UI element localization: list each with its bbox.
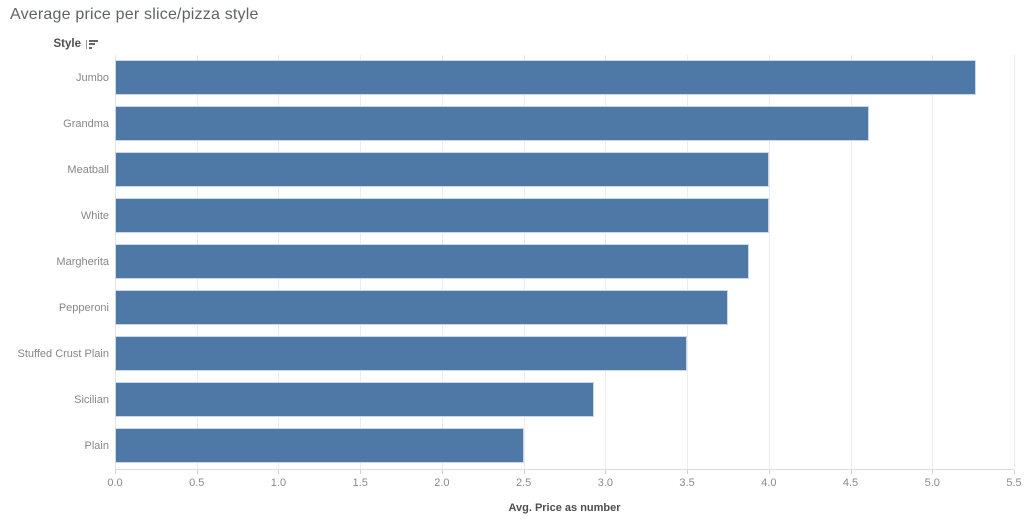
bar-row — [115, 377, 1014, 423]
tick-mark — [1014, 470, 1015, 474]
sort-icon-axis — [86, 39, 87, 49]
chart-title: Average price per slice/pizza style — [10, 6, 259, 23]
tick-mark — [115, 470, 116, 474]
bar-mark-jumbo[interactable] — [115, 60, 977, 95]
tick-label-0.5: 0.5 — [189, 477, 205, 489]
tick-mark — [850, 470, 852, 474]
row-field-header[interactable]: Style — [0, 36, 98, 52]
bar-mark-sicilian[interactable] — [115, 382, 594, 417]
tick-label-1.5: 1.5 — [352, 477, 368, 489]
sort-icon-bar — [89, 39, 98, 42]
sort-icon-bar — [89, 46, 92, 49]
bar-chart-plot — [115, 55, 1015, 469]
gridline — [932, 55, 934, 469]
category-label-white[interactable]: White — [80, 210, 109, 222]
category-label-meatball[interactable]: Meatball — [67, 164, 109, 176]
bar-row — [115, 285, 1014, 331]
gridline — [850, 55, 852, 469]
tick-mark — [523, 470, 525, 474]
sort-descending-icon[interactable] — [86, 39, 98, 50]
bar-mark-white[interactable] — [115, 198, 769, 233]
bar-row — [115, 423, 1014, 469]
row-field-label: Style — [53, 38, 82, 50]
bar-row — [115, 331, 1014, 377]
category-axis: Jumbo Grandma Meatball White Margherita Peppe… — [0, 55, 109, 469]
bar-mark-pepperoni[interactable] — [115, 290, 728, 325]
bar-row — [115, 239, 1014, 285]
bar-mark-meatball[interactable] — [115, 152, 769, 187]
tick-mark — [605, 470, 607, 474]
tick-label-3.5: 3.5 — [679, 477, 695, 489]
category-label-grandma[interactable]: Grandma — [63, 118, 109, 130]
tick-mark — [768, 470, 770, 474]
category-label-plain[interactable]: Plain — [84, 440, 109, 452]
tick-label-4.0: 4.0 — [761, 477, 777, 489]
tick-label-5.0: 5.0 — [924, 477, 940, 489]
bar-mark-grandma[interactable] — [115, 106, 869, 141]
tick-label-0.0: 0.0 — [107, 477, 123, 489]
category-label-margherita[interactable]: Margherita — [56, 256, 109, 268]
category-label-pepperoni[interactable]: Pepperoni — [58, 302, 109, 314]
tick-mark — [196, 470, 198, 474]
category-label-sicilian[interactable]: Sicilian — [74, 394, 109, 406]
bar-row — [115, 55, 1014, 101]
bar-row — [115, 101, 1014, 147]
bar-row — [115, 147, 1014, 193]
tick-mark — [441, 470, 443, 474]
tick-label-4.5: 4.5 — [842, 477, 859, 489]
category-label-jumbo[interactable]: Jumbo — [75, 72, 109, 84]
tick-mark — [932, 470, 934, 474]
gridline — [768, 55, 770, 469]
tick-mark — [687, 470, 689, 474]
tick-label-2.5: 2.5 — [515, 477, 532, 489]
tick-label-2.0: 2.0 — [434, 477, 450, 489]
category-label-stuffed-crust-plain[interactable]: Stuffed Crust Plain — [17, 348, 109, 360]
bar-mark-plain[interactable] — [115, 428, 524, 463]
tick-label-5.5: 5.5 — [1006, 477, 1022, 489]
x-axis-title: Avg. Price as number — [508, 502, 621, 514]
tick-label-1.0: 1.0 — [270, 477, 287, 489]
x-axis[interactable]: 0.0 0.5 1.0 1.5 2.0 2.5 3.0 3.5 4.0 4.5 5.0 5.5 — [107, 469, 1022, 496]
tick-mark — [278, 470, 280, 474]
tick-mark — [360, 470, 362, 474]
bar-row — [115, 193, 1014, 239]
bar-mark-margherita[interactable] — [115, 244, 750, 279]
tick-label-3.0: 3.0 — [597, 477, 614, 489]
bar-mark-stuffed-crust-plain[interactable] — [115, 336, 688, 371]
gridline — [1014, 55, 1015, 469]
sort-icon-bar — [89, 43, 95, 45]
